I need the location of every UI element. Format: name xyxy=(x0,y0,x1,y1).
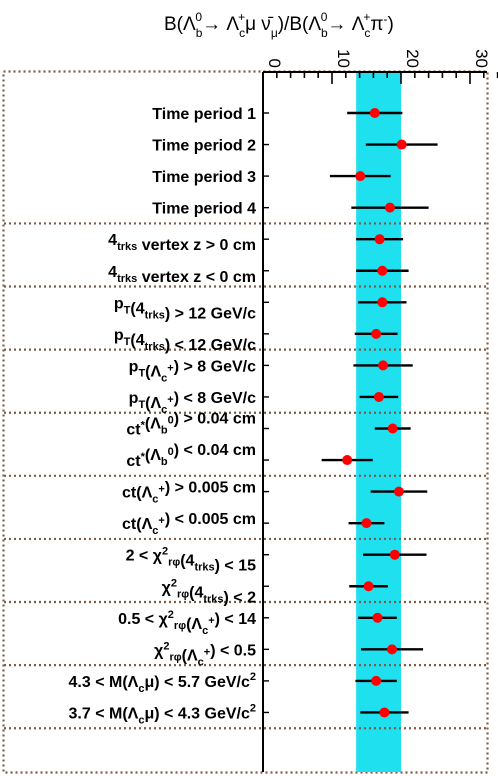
data-point xyxy=(393,486,404,497)
data-point xyxy=(371,328,382,339)
cut-label: 4.3 < M(Λcμ) < 5.7 GeV/c2 xyxy=(69,671,256,695)
chart-title: B(Λb0→ Λc+μ ν̄μ)/B(Λb0→ Λc+π-) xyxy=(164,10,394,40)
data-point xyxy=(355,171,366,182)
data-point xyxy=(361,518,372,529)
cut-label: ct(Λc+) < 0.005 cm xyxy=(122,511,256,537)
data-point xyxy=(373,391,384,402)
cut-label: Time period 4 xyxy=(152,201,256,218)
data-point xyxy=(384,202,395,213)
cut-label: pT(4trks) > 12 GeV/c xyxy=(114,295,256,322)
cut-label: Time period 3 xyxy=(152,169,256,186)
cut-label: 2 < χ2rφ(4trks) < 15 xyxy=(126,546,257,575)
data-point xyxy=(342,455,353,466)
data-point xyxy=(377,297,388,308)
x-tick-label: 10 xyxy=(334,49,353,68)
cut-label: 4trks vertex z < 0 cm xyxy=(108,264,256,286)
cut-label: pT(Λc+) > 8 GeV/c xyxy=(129,358,256,384)
cut-label: pT(Λc+) < 8 GeV/c xyxy=(129,390,256,416)
outer-frame xyxy=(2,70,489,774)
x-tick-label: 20 xyxy=(403,49,422,68)
data-point xyxy=(377,265,388,276)
cut-label: Time period 2 xyxy=(152,138,256,155)
data-point xyxy=(374,234,385,245)
data-point xyxy=(369,108,380,118)
cut-label: χ2rφ(4trks) < 2 xyxy=(162,577,256,606)
data-point xyxy=(379,707,390,718)
data-point xyxy=(371,675,382,686)
cut-label: χ2rφ(Λc+) < 0.5 xyxy=(154,640,256,668)
cut-label: ct*(Λb0) < 0.04 cm xyxy=(126,442,256,470)
x-tick-label: 0 xyxy=(265,59,284,68)
cut-label: 0.5 < χ2rφ(Λc+) < 14 xyxy=(118,609,256,637)
data-point xyxy=(396,139,407,150)
cut-label: 3.7 < M(Λcμ) < 4.3 GeV/c2 xyxy=(69,702,256,726)
cut-label: 4trks vertex z > 0 cm xyxy=(108,232,256,254)
data-point xyxy=(363,581,374,592)
data-points xyxy=(321,108,438,718)
data-point xyxy=(387,644,398,655)
data-point xyxy=(378,360,389,371)
cut-label: Time period 1 xyxy=(152,106,256,123)
cut-label: pT(4trks) < 12 GeV/c xyxy=(114,327,256,354)
data-point xyxy=(372,612,383,623)
data-point xyxy=(387,423,398,434)
mean-band xyxy=(356,72,401,772)
cut-label: ct*(Λb0) > 0.04 cm xyxy=(126,411,256,439)
data-point xyxy=(389,549,400,560)
cut-labels: Time period 1 Time period 2 Time period 3 T… xyxy=(69,106,257,726)
x-tick-label: 30 xyxy=(472,49,491,68)
cut-label: ct(Λc+) > 0.005 cm xyxy=(122,480,256,506)
group-separators xyxy=(4,222,487,730)
